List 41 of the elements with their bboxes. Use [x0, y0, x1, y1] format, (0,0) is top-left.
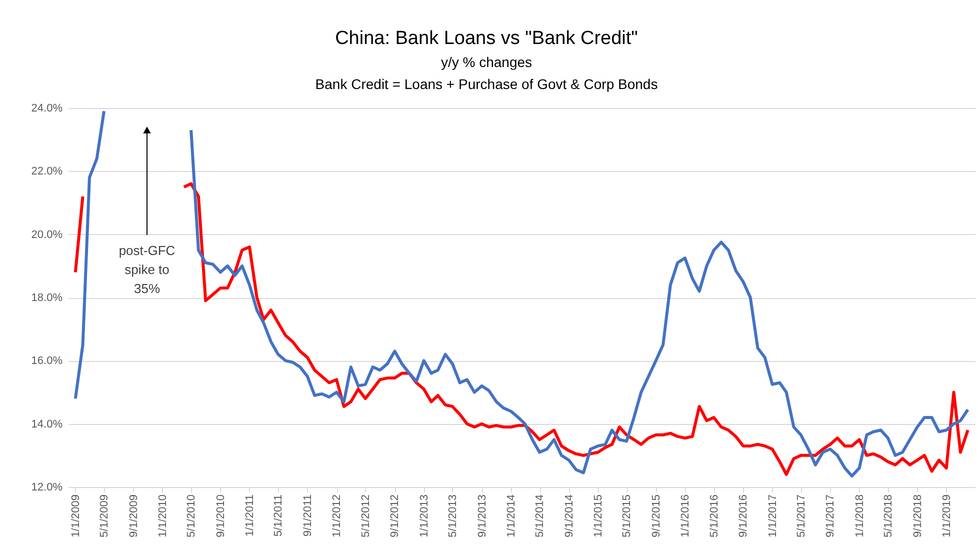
y-tick-label: 18.0% — [31, 292, 63, 304]
chart-subtitle: y/y % changes Bank Credit = Loans + Purchase of Govt & Corp Bonds — [315, 54, 658, 92]
x-tick-label: 5/1/2012 — [360, 494, 372, 538]
x-tick-label: 5/1/2014 — [534, 494, 546, 538]
x-tick-label: 5/1/2009 — [98, 494, 111, 538]
x-tick-label: 9/1/2010 — [214, 494, 227, 538]
x-tick-label: 9/1/2011 — [302, 494, 314, 537]
x-tick-label: 1/1/2019 — [940, 494, 953, 538]
x-tick-label: 5/1/2011 — [272, 494, 285, 537]
x-tick-label: 1/1/2012 — [331, 494, 344, 538]
y-tick-label: 24.0% — [31, 102, 63, 114]
x-tick-label: 9/1/2014 — [563, 494, 576, 538]
x-tick-label: 9/1/2012 — [389, 494, 402, 538]
chart-title: China: Bank Loans vs "Bank Credit" — [335, 28, 638, 49]
y-tick-label: 22.0% — [31, 166, 63, 178]
x-tick-label: 1/1/2016 — [679, 494, 692, 538]
x-tick-label: 9/1/2009 — [128, 494, 140, 538]
x-tick-label: 5/1/2016 — [708, 494, 720, 538]
x-tick-label: 1/1/2018 — [854, 494, 866, 538]
x-tick-label: 5/1/2010 — [186, 494, 198, 538]
y-tick-label: 14.0% — [31, 418, 63, 430]
x-tick-label: 9/1/2013 — [476, 494, 488, 538]
x-tick-label: 1/1/2011 — [244, 494, 256, 537]
x-tick-label: 5/1/2013 — [446, 494, 459, 538]
y-tick-label: 16.0% — [31, 355, 63, 368]
x-tick-label: 9/1/2018 — [912, 494, 924, 538]
x-tick-label: 5/1/2017 — [795, 494, 808, 538]
x-tick-label: 9/1/2017 — [824, 494, 837, 538]
x-tick-label: 1/1/2009 — [70, 494, 82, 538]
x-tick-label: 5/1/2018 — [882, 494, 894, 538]
x-tick-label: 1/1/2014 — [505, 494, 518, 538]
x-tick-label: 9/1/2015 — [650, 494, 662, 538]
x-tick-label: 1/1/2015 — [592, 494, 604, 538]
x-tick-label: 1/1/2010 — [156, 494, 169, 538]
x-tick-label: 9/1/2016 — [738, 494, 750, 538]
x-tick-label: 1/1/2013 — [418, 494, 430, 538]
x-tick-label: 1/1/2017 — [766, 494, 779, 538]
annotation: post-GFC spike to 35% — [118, 243, 176, 296]
x-tick-label: 5/1/2015 — [621, 494, 634, 538]
y-tick-label: 20.0% — [31, 228, 63, 241]
y-tick-label: 12.0% — [31, 482, 63, 494]
